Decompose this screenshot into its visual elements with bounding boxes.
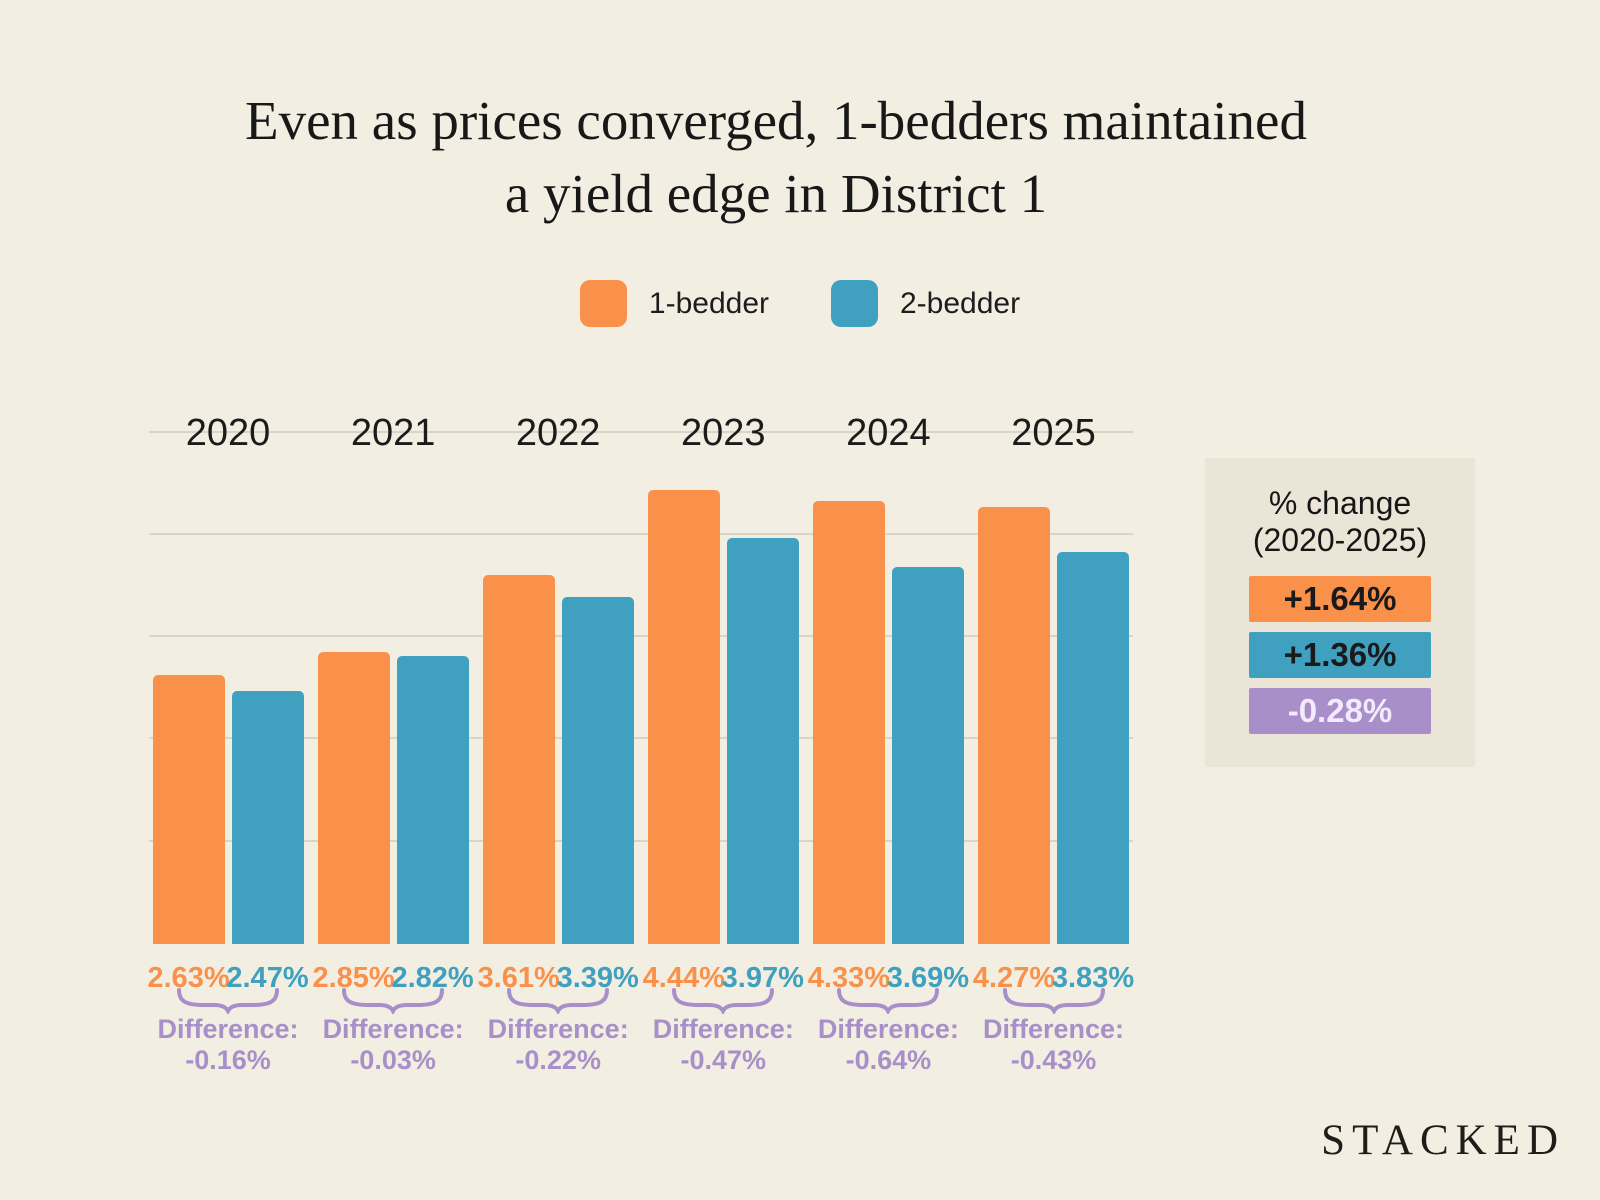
bar-1-bedder-2023 (647, 489, 720, 944)
difference-brace-icon (507, 988, 610, 1014)
difference-value: -0.16% (185, 1045, 271, 1075)
difference-value: -0.03% (350, 1045, 436, 1075)
gridline-4pct (149, 532, 1133, 535)
year-label-2024: 2024 (846, 411, 931, 454)
year-label-2020: 2020 (185, 411, 271, 454)
difference-label-2024: Difference: -0.64% (798, 1014, 978, 1076)
bar-1-bedder-2020 (152, 674, 225, 944)
bar-1-bedder-2022 (482, 574, 555, 944)
value-label-2-bedder-2022: 3.39% (556, 962, 639, 994)
percent-change-chip-2: -0.28% (1249, 688, 1431, 734)
chart-title-line2: a yield edge in District 1 (504, 163, 1048, 224)
value-label-2-bedder-2023: 3.97% (721, 962, 804, 994)
bar-2-bedder-2024 (891, 566, 964, 944)
bar-2-bedder-2022 (561, 597, 634, 944)
legend-label: 1-bedder (648, 286, 769, 320)
difference-word: Difference: (487, 1014, 629, 1044)
bar-2-bedder-2020 (231, 691, 304, 944)
bar-chart: 2020 2.63% 2.47% Difference: -0.16% 2021 2.85%… (147, 384, 1134, 1076)
value-label-1-bedder-2021: 2.85% (312, 962, 395, 994)
difference-word: Difference: (322, 1014, 464, 1044)
difference-brace-icon (837, 988, 940, 1014)
bar-2-bedder-2021 (396, 655, 469, 944)
panel-chips: +1.64% +1.36% -0.28% (1205, 576, 1475, 734)
year-label-2021: 2021 (350, 411, 436, 454)
chart-title-line1: Even as prices converged, 1-bedders main… (245, 90, 1307, 151)
difference-brace-icon (342, 988, 445, 1014)
difference-value: -0.43% (1010, 1045, 1097, 1075)
difference-word: Difference: (157, 1014, 299, 1044)
legend-swatch-icon (579, 280, 627, 327)
legend-swatch-icon (831, 280, 878, 327)
difference-word: Difference: (652, 1014, 794, 1044)
percent-change-chip-0: +1.64% (1249, 576, 1431, 622)
bar-1-bedder-2025 (978, 507, 1050, 944)
legend-label: 2-bedder (900, 286, 1021, 320)
difference-brace-icon (672, 988, 775, 1014)
difference-label-2022: Difference: -0.22% (468, 1014, 648, 1076)
value-label-1-bedder-2024: 4.33% (807, 962, 890, 994)
difference-value: -0.64% (845, 1045, 932, 1075)
value-label-2-bedder-2021: 2.82% (391, 962, 474, 994)
gridline-3pct (149, 635, 1133, 638)
brand-logo: STACKED (1321, 1117, 1565, 1164)
gridline-2pct (149, 737, 1133, 740)
value-label-2-bedder-2020: 2.47% (226, 962, 309, 994)
bar-1-bedder-2024 (812, 501, 885, 944)
year-label-2025: 2025 (1011, 411, 1096, 454)
legend-item-1-bedder: 1-bedder (579, 280, 769, 327)
year-label-2022: 2022 (515, 411, 601, 454)
bar-2-bedder-2025 (1057, 552, 1129, 944)
panel-title-line2: (2020-2025) (1252, 522, 1428, 558)
difference-brace-icon (177, 988, 279, 1014)
value-label-1-bedder-2020: 2.63% (147, 962, 230, 994)
value-label-2-bedder-2024: 3.69% (886, 962, 969, 994)
value-label-1-bedder-2022: 3.61% (477, 962, 560, 994)
difference-label-2023: Difference: -0.47% (633, 1014, 813, 1076)
gridline-1pct (149, 839, 1133, 842)
legend-item-2-bedder: 2-bedder (831, 280, 1020, 327)
gridline-5pct (149, 430, 1133, 433)
difference-brace-icon (1002, 988, 1105, 1014)
percent-change-panel: % change (2020-2025) +1.64% +1.36% -0.28% (1205, 458, 1475, 767)
bar-1-bedder-2021 (317, 652, 390, 944)
difference-label-2025: Difference: -0.43% (964, 1014, 1144, 1076)
difference-label-2021: Difference: -0.03% (303, 1014, 483, 1076)
panel-title: % change (2020-2025) (1205, 485, 1475, 559)
difference-label-2020: Difference: -0.16% (138, 1014, 318, 1076)
percent-change-chip-1: +1.36% (1249, 632, 1431, 678)
difference-value: -0.47% (680, 1045, 767, 1075)
difference-word: Difference: (982, 1014, 1125, 1044)
chart-title: Even as prices converged, 1-bedders main… (0, 84, 1552, 230)
bar-2-bedder-2023 (726, 537, 799, 944)
year-label-2023: 2023 (681, 411, 766, 454)
legend: 1-bedder 2-bedder (0, 280, 1600, 327)
difference-word: Difference: (817, 1014, 959, 1044)
panel-title-line1: % change (1268, 485, 1412, 521)
value-label-1-bedder-2025: 4.27% (972, 962, 1056, 994)
value-label-1-bedder-2023: 4.44% (642, 962, 725, 994)
difference-value: -0.22% (515, 1045, 601, 1075)
value-label-2-bedder-2025: 3.83% (1051, 962, 1135, 994)
